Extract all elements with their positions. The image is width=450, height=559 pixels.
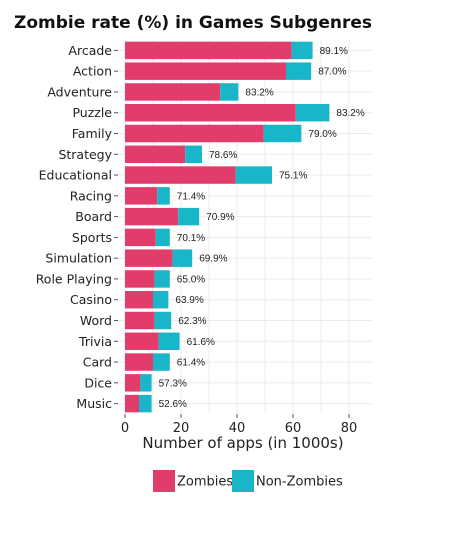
bar-zombies-casino xyxy=(125,290,153,309)
bar-non-zombies-arcade xyxy=(291,41,313,60)
bar-zombies-family xyxy=(125,124,264,143)
bar-non-zombies-action xyxy=(286,62,312,80)
data-label: 61.6% xyxy=(187,337,215,348)
y-tick-label: Action xyxy=(73,64,112,79)
data-label: 70.9% xyxy=(206,212,234,223)
data-label: 87.0% xyxy=(318,67,346,78)
bar-non-zombies-simulation xyxy=(172,249,193,267)
bar-zombies-trivia xyxy=(125,332,159,351)
data-label: 79.0% xyxy=(308,129,336,140)
bar-non-zombies-adventure xyxy=(220,83,239,101)
data-label: 78.6% xyxy=(209,150,237,161)
bar-zombies-board xyxy=(125,207,179,226)
data-label: 69.9% xyxy=(199,254,227,265)
data-label: 83.2% xyxy=(336,108,364,119)
bar-zombies-sports xyxy=(125,228,156,247)
bar-non-zombies-sports xyxy=(155,228,170,247)
data-label: 52.6% xyxy=(159,399,187,410)
y-tick-label: Educational xyxy=(39,168,112,183)
legend-label-non-zombies: Non-Zombies xyxy=(256,475,343,490)
y-tick-label: Dice xyxy=(84,375,112,390)
bar-zombies-racing xyxy=(125,187,158,205)
bar-zombies-role-playing xyxy=(125,270,155,288)
data-label: 71.4% xyxy=(177,191,205,202)
bar-non-zombies-board xyxy=(178,207,200,226)
y-tick-label: Racing xyxy=(70,188,112,203)
x-tick-label: 20 xyxy=(173,421,190,436)
bar-non-zombies-casino xyxy=(153,290,169,309)
y-tick-label: Role Playing xyxy=(36,271,112,286)
data-label: 57.3% xyxy=(159,378,187,389)
x-axis-label: Number of apps (in 1000s) xyxy=(142,434,343,452)
legend-label-zombies: Zombies xyxy=(177,475,233,490)
bars xyxy=(125,41,330,413)
data-label: 89.1% xyxy=(320,46,348,57)
bar-zombies-word xyxy=(125,311,155,330)
bar-zombies-adventure xyxy=(125,83,221,101)
y-tick-label: Adventure xyxy=(47,84,112,99)
data-label: 62.3% xyxy=(178,316,206,327)
y-tick-label: Sports xyxy=(72,230,112,245)
bar-non-zombies-strategy xyxy=(185,145,202,164)
y-tick-label: Simulation xyxy=(45,251,112,266)
bar-non-zombies-family xyxy=(263,124,302,143)
data-label: 63.9% xyxy=(175,295,203,306)
y-tick-label: Word xyxy=(80,313,112,328)
legend-swatch-non-zombies xyxy=(232,470,254,492)
bar-zombies-arcade xyxy=(125,41,292,60)
y-tick-label: Board xyxy=(75,209,112,224)
chart-title: Zombie rate (%) in Games Subgenres xyxy=(14,13,372,33)
bar-non-zombies-word xyxy=(154,311,172,330)
legend: Zombies Non-Zombies xyxy=(153,470,343,492)
x-tick-label: 80 xyxy=(341,421,358,436)
bar-non-zombies-puzzle xyxy=(295,103,330,122)
y-tick-label: Family xyxy=(72,126,113,141)
y-tick-label: Arcade xyxy=(68,43,112,58)
y-axis-labels: Arcade Action Adventure Puzzle Family Strateg… xyxy=(36,43,118,411)
bar-zombies-puzzle xyxy=(125,103,296,122)
bar-zombies-simulation xyxy=(125,249,173,267)
bar-zombies-action xyxy=(125,62,286,80)
x-tick-label: 60 xyxy=(285,421,302,436)
bar-zombies-card xyxy=(125,353,153,371)
bar-non-zombies-trivia xyxy=(158,332,180,351)
bar-zombies-dice xyxy=(125,374,141,392)
legend-swatch-zombies xyxy=(153,470,175,492)
bar-non-zombies-card xyxy=(153,353,170,371)
y-tick-label: Casino xyxy=(70,292,112,307)
data-label: 70.1% xyxy=(177,233,205,244)
bar-zombies-music xyxy=(125,394,139,413)
bar-non-zombies-role-playing xyxy=(154,270,170,288)
y-tick-label: Card xyxy=(83,355,112,370)
y-tick-label: Trivia xyxy=(78,334,112,349)
bar-non-zombies-racing xyxy=(157,187,170,205)
data-label: 83.2% xyxy=(245,87,273,98)
y-tick-label: Puzzle xyxy=(72,105,112,120)
data-labels: 89.1%87.0%83.2%83.2%79.0%78.6%75.1%71.4%… xyxy=(159,46,365,410)
data-label: 75.1% xyxy=(279,171,307,182)
x-tick-label: 0 xyxy=(121,421,129,436)
data-label: 61.4% xyxy=(177,358,205,369)
bar-zombies-strategy xyxy=(125,145,186,164)
bar-non-zombies-dice xyxy=(140,374,152,392)
bar-zombies-educational xyxy=(125,166,236,184)
x-tick-label: 40 xyxy=(229,421,246,436)
y-tick-label: Strategy xyxy=(58,147,112,162)
data-label: 65.0% xyxy=(177,274,205,285)
bar-non-zombies-music xyxy=(139,394,152,413)
y-tick-label: Music xyxy=(76,396,112,411)
bar-non-zombies-educational xyxy=(235,166,272,184)
x-axis: 0 20 40 60 80 xyxy=(121,414,357,436)
